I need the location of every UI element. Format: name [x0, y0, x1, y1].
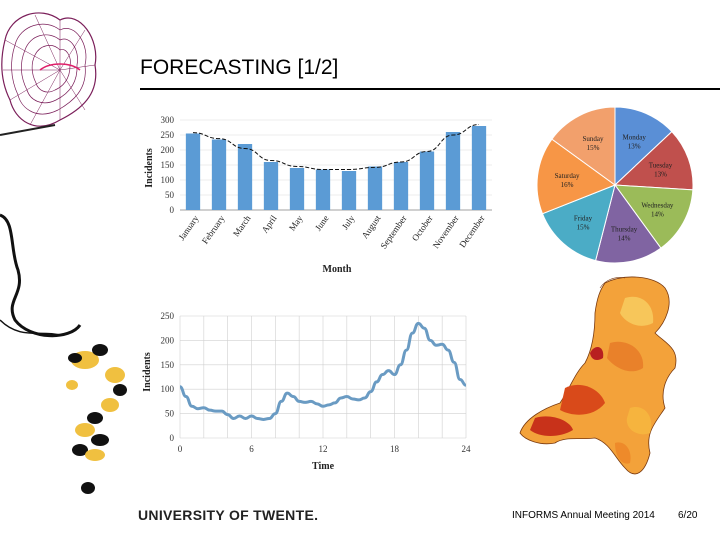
bar-x-tick-label: September	[378, 213, 408, 250]
line-y-tick-label: 150	[161, 360, 175, 370]
bar-y-tick-label: 0	[170, 205, 175, 215]
pie-labels: Monday13%Tuesday13%Wednesday14%Thursday1…	[555, 134, 674, 243]
bar-y-axis-label: Incidents	[144, 148, 155, 188]
pie-slice-label: Friday	[574, 214, 593, 222]
bar-x-tick-label: November	[431, 213, 461, 250]
line-y-axis-label: Incidents	[142, 352, 153, 392]
bar	[393, 162, 409, 210]
bar-gridlines	[180, 119, 492, 211]
title-rule	[140, 88, 720, 90]
pie-slice	[536, 138, 617, 215]
bar	[289, 168, 305, 210]
line-x-tick-label: 12	[319, 444, 328, 454]
bar	[315, 169, 331, 210]
bar-x-tick-label: July	[340, 213, 357, 231]
bar-x-tick-label: April	[260, 213, 279, 235]
bar-y-tick-label: 250	[161, 130, 175, 140]
pie-slice-value: 15%	[577, 223, 590, 231]
pie-slice-value: 15%	[587, 144, 600, 152]
pie-slice-value: 16%	[561, 181, 574, 189]
bar-series	[185, 126, 487, 210]
netherlands-heat-map	[519, 276, 677, 475]
bar	[341, 171, 357, 210]
squiggle-line	[0, 213, 82, 338]
bar-x-tick-label: January	[176, 213, 201, 242]
bar	[263, 162, 279, 210]
bar-x-tick-label: March	[231, 213, 253, 238]
footer-conference: INFORMS Annual Meeting 2014	[512, 510, 655, 521]
slide-title: FORECASTING [1/2]	[140, 56, 339, 79]
bar-y-tick-label: 200	[161, 145, 175, 155]
map-outline	[519, 276, 677, 475]
bar-x-ticks: January February March April May June July Augu…	[176, 213, 486, 251]
line-x-tick-label: 6	[249, 444, 254, 454]
pie-slice-value: 14%	[651, 210, 664, 218]
bar	[367, 166, 383, 210]
line-y-tick-label: 50	[165, 409, 175, 419]
bar-x-tick-label: June	[313, 213, 331, 232]
pie-slice-label: Monday	[623, 134, 647, 142]
bar-x-tick-label: August	[360, 213, 383, 240]
line-y-tick-label: 250	[161, 311, 175, 321]
pie-slice-label: Thursday	[611, 226, 638, 234]
bar-y-ticks: 0 50 100 150 200 250 300	[161, 115, 175, 215]
pie-slice-label: Sunday	[583, 135, 605, 143]
pie-slice	[613, 184, 694, 249]
line-x-ticks: 0 6 12 18 24	[178, 444, 471, 454]
page-number: 6/20	[678, 510, 698, 521]
line-y-tick-label: 0	[170, 433, 175, 443]
bar-x-axis-label: Month	[323, 264, 352, 275]
pie-slice-value: 13%	[628, 143, 641, 151]
bar-y-tick-label: 50	[165, 190, 175, 200]
line-x-tick-label: 18	[390, 444, 400, 454]
university-logo-text: UNIVERSITY OF TWENTE.	[138, 507, 319, 523]
bar-x-tick-label: October	[410, 213, 435, 242]
pie-slice	[541, 184, 616, 262]
pie-slice-value: 13%	[654, 171, 667, 179]
bar	[211, 139, 227, 210]
bar	[237, 144, 253, 210]
pie-slice	[614, 106, 673, 187]
pie-slice-label: Wednesday	[641, 201, 674, 209]
line-x-axis-label: Time	[312, 461, 335, 472]
question-mark-art	[66, 344, 127, 494]
bar-y-tick-label: 100	[161, 175, 175, 185]
line-series	[179, 321, 467, 421]
pie-slice-value: 14%	[618, 235, 631, 243]
bar	[419, 151, 435, 210]
weekday-pie-chart: Monday13%Tuesday13%Wednesday14%Thursday1…	[536, 106, 694, 264]
bar-x-tick-label: May	[287, 213, 305, 233]
bar	[471, 126, 487, 210]
line-gridlines	[179, 315, 467, 439]
bar-y-tick-label: 150	[161, 160, 175, 170]
bar-x-tick-label: February	[200, 213, 227, 246]
bar-x-tick-label: December	[457, 213, 486, 249]
line-y-tick-label: 100	[161, 384, 175, 394]
pie-slice	[551, 106, 616, 186]
bar-y-tick-label: 300	[161, 115, 175, 125]
line-x-tick-label: 0	[178, 444, 183, 454]
decorative-art	[0, 12, 127, 494]
pie-slice-label: Saturday	[555, 172, 580, 180]
line-y-tick-label: 200	[161, 335, 175, 345]
pie-slice	[613, 130, 694, 191]
pie-slice-label: Tuesday	[649, 162, 673, 170]
line-x-tick-label: 24	[462, 444, 472, 454]
bar	[445, 132, 461, 210]
pie-slices	[536, 106, 694, 264]
monthly-incidents-bar-chart: 0 50 100 150 200 250 300 January February March A…	[144, 115, 492, 275]
line-y-ticks: 0 50 100 150 200 250	[161, 311, 175, 443]
wireframe-blob	[0, 12, 97, 136]
bar-trend-line	[192, 124, 480, 170]
bar	[185, 133, 201, 210]
hourly-incidents-line-chart: 0 50 100 150 200 250 0 6 12 18 24 Incidents Time	[142, 311, 471, 472]
pie-slice	[594, 183, 662, 264]
